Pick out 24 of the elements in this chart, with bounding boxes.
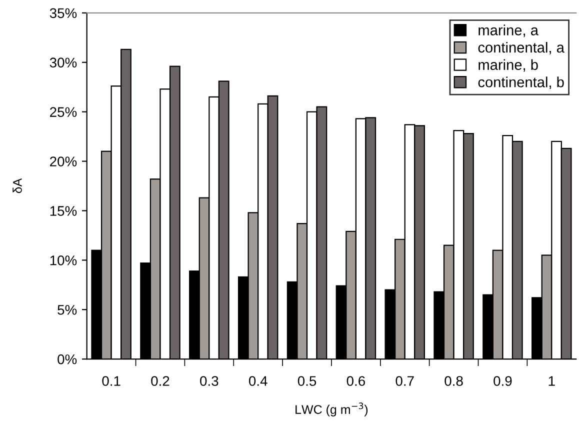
y-tick-label: 25% [50, 107, 77, 117]
x-tick-label: 1 [548, 376, 555, 386]
legend-label: marine, b [478, 59, 538, 72]
y-tick-label: 20% [50, 156, 77, 166]
y-tick-label: 5% [58, 304, 77, 315]
x-tick-label: 0.7 [396, 376, 414, 386]
legend-label: continental, a [478, 42, 564, 54]
x-axis-title: LWC (g m$^{−3}$) [296, 402, 368, 416]
y-axis-title: δA [12, 178, 22, 194]
x-tick-label: 0.9 [494, 376, 512, 386]
legend-label: continental, b [478, 76, 564, 90]
y-tick-label: 10% [50, 255, 77, 266]
x-tick-label: 0.3 [200, 376, 218, 386]
x-tick-label: 0.6 [346, 376, 365, 386]
y-tick-label: 15% [50, 206, 77, 216]
x-tick-label: 0.8 [444, 376, 463, 386]
x-tick-label: 0.5 [298, 376, 316, 386]
y-tick-label: 30% [50, 58, 77, 68]
y-tick-label: 35% [50, 8, 77, 18]
x-tick-label: 0.1 [102, 376, 120, 386]
x-tick-label: 0.4 [248, 376, 268, 386]
y-tick-label: 0% [58, 354, 77, 364]
x-tick-label: 0.2 [151, 376, 170, 386]
legend-label: marine, a [478, 24, 538, 38]
